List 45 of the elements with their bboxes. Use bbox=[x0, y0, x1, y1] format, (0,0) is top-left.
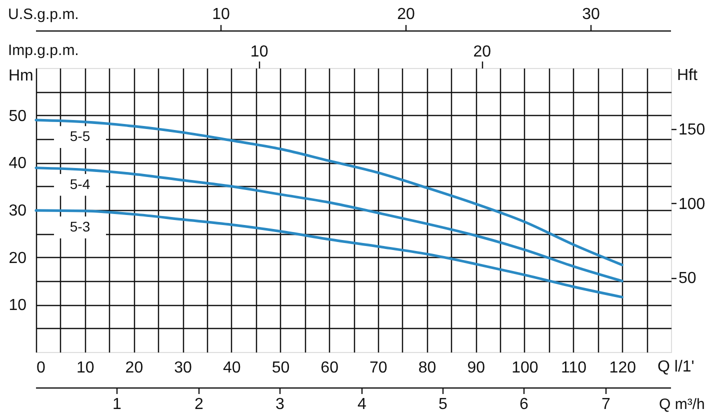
y-tick-label: 40 bbox=[8, 155, 27, 172]
x-tick-label: 40 bbox=[222, 360, 241, 376]
y-tick-label: 10 bbox=[8, 297, 27, 314]
x2-axis-title: Imp.g.p.m. bbox=[8, 42, 79, 59]
text: 3 bbox=[276, 396, 285, 413]
y-tick-label: 20 bbox=[8, 250, 27, 267]
y2-tick-label: 150 bbox=[678, 121, 706, 138]
y2-tick-label: 100 bbox=[678, 196, 706, 213]
text: 10 bbox=[212, 6, 230, 23]
text: U.S.g.p.m. bbox=[8, 6, 79, 23]
y-axis-title: Hm bbox=[8, 68, 34, 84]
y2-axis-title: Hft bbox=[677, 67, 698, 84]
line-series bbox=[34, 166, 624, 282]
y-tick-label: 50 bbox=[8, 108, 27, 125]
x-tick-label: 50 bbox=[272, 360, 290, 376]
line-series bbox=[34, 209, 624, 298]
text: 20 bbox=[397, 6, 415, 23]
x-tick-label: 100 bbox=[512, 360, 538, 376]
series-label: 5-4 bbox=[70, 176, 90, 192]
x-tick-label: 120 bbox=[609, 360, 636, 376]
text: 1 bbox=[112, 396, 122, 413]
x2-tick-label: 10 bbox=[250, 44, 268, 60]
text: 6 bbox=[520, 396, 529, 413]
x-tick-label: 30 bbox=[174, 360, 192, 376]
series-label: 5-5 bbox=[70, 128, 90, 144]
x2-tick-label: 20 bbox=[473, 44, 492, 60]
line-series bbox=[34, 118, 624, 266]
x-tick-label: 80 bbox=[418, 360, 436, 376]
x-tick-label: 10 bbox=[76, 360, 94, 376]
y2-tick-label: 50 bbox=[678, 270, 696, 288]
x-tick-label: 70 bbox=[370, 360, 388, 376]
x-tick-label: 110 bbox=[561, 360, 587, 376]
text: 30 bbox=[582, 6, 600, 23]
text: 4 bbox=[358, 396, 367, 413]
text: 2 bbox=[194, 396, 204, 413]
x-tick-label: 20 bbox=[125, 360, 144, 376]
x-axis-title: Q l/1' bbox=[658, 358, 694, 376]
series-label: 5-3 bbox=[70, 218, 90, 234]
text: Q m³/h bbox=[659, 396, 705, 413]
x-tick-label: 90 bbox=[467, 360, 486, 376]
text: 5 bbox=[438, 396, 448, 413]
text: 7 bbox=[602, 396, 611, 413]
y-tick-label: 30 bbox=[8, 202, 27, 220]
x-tick-label: 0 bbox=[36, 360, 46, 376]
x-tick-label: 60 bbox=[320, 360, 339, 376]
